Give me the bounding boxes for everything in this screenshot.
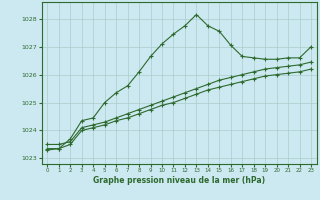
X-axis label: Graphe pression niveau de la mer (hPa): Graphe pression niveau de la mer (hPa) — [93, 176, 265, 185]
